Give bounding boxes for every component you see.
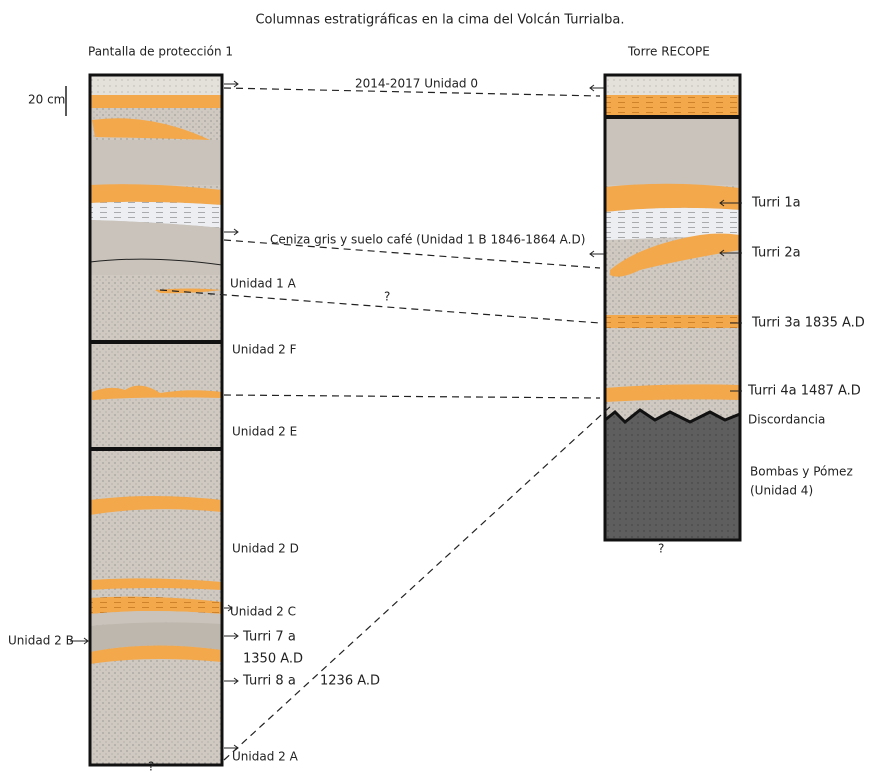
unit-label: ? — [658, 542, 664, 556]
unit-label: Turri 4a 1487 A.D — [747, 384, 861, 399]
right-column — [605, 75, 740, 540]
unit-label: 1236 A.D — [320, 674, 380, 689]
unit-label: Discordancia — [748, 413, 825, 427]
unit-label: Unidad 2 A — [232, 750, 299, 764]
unit-label: Turri 2a — [751, 246, 801, 261]
unit-label: Turri 8 a — [242, 674, 296, 689]
unit-label: Unidad 2 C — [230, 605, 296, 619]
unit-label: Turri 3a 1835 A.D — [751, 316, 865, 331]
left-column — [90, 75, 222, 765]
column-label: Pantalla de protección 1 — [88, 45, 233, 59]
title: Columnas estratigráficas en la cima del … — [255, 13, 624, 28]
unit-label: Turri 1a — [751, 196, 801, 211]
unit-label: Unidad 2 E — [232, 425, 297, 439]
unit-label: Unidad 1 A — [230, 277, 297, 291]
unit-label: Ceniza gris y suelo café (Unidad 1 B 184… — [270, 233, 585, 247]
unit-label: Unidad 2 D — [232, 542, 299, 556]
scale-label: 20 cm — [28, 93, 65, 107]
unit-label: ? — [384, 290, 390, 304]
unit-label: 2014-2017 Unidad 0 — [355, 77, 478, 91]
diagram: Columnas estratigráficas en la cima del … — [0, 0, 880, 773]
unit-label: (Unidad 4) — [750, 484, 813, 498]
unit-label: Bombas y Pómez — [750, 465, 853, 479]
unit-label: Unidad 2 F — [232, 343, 297, 357]
unit-label: Turri 7 a — [242, 630, 296, 645]
unit-label: 1350 A.D — [243, 652, 303, 667]
unit-label: Unidad 2 B — [8, 634, 74, 648]
column-label: Torre RECOPE — [627, 45, 710, 59]
unit-label: ? — [148, 760, 154, 773]
